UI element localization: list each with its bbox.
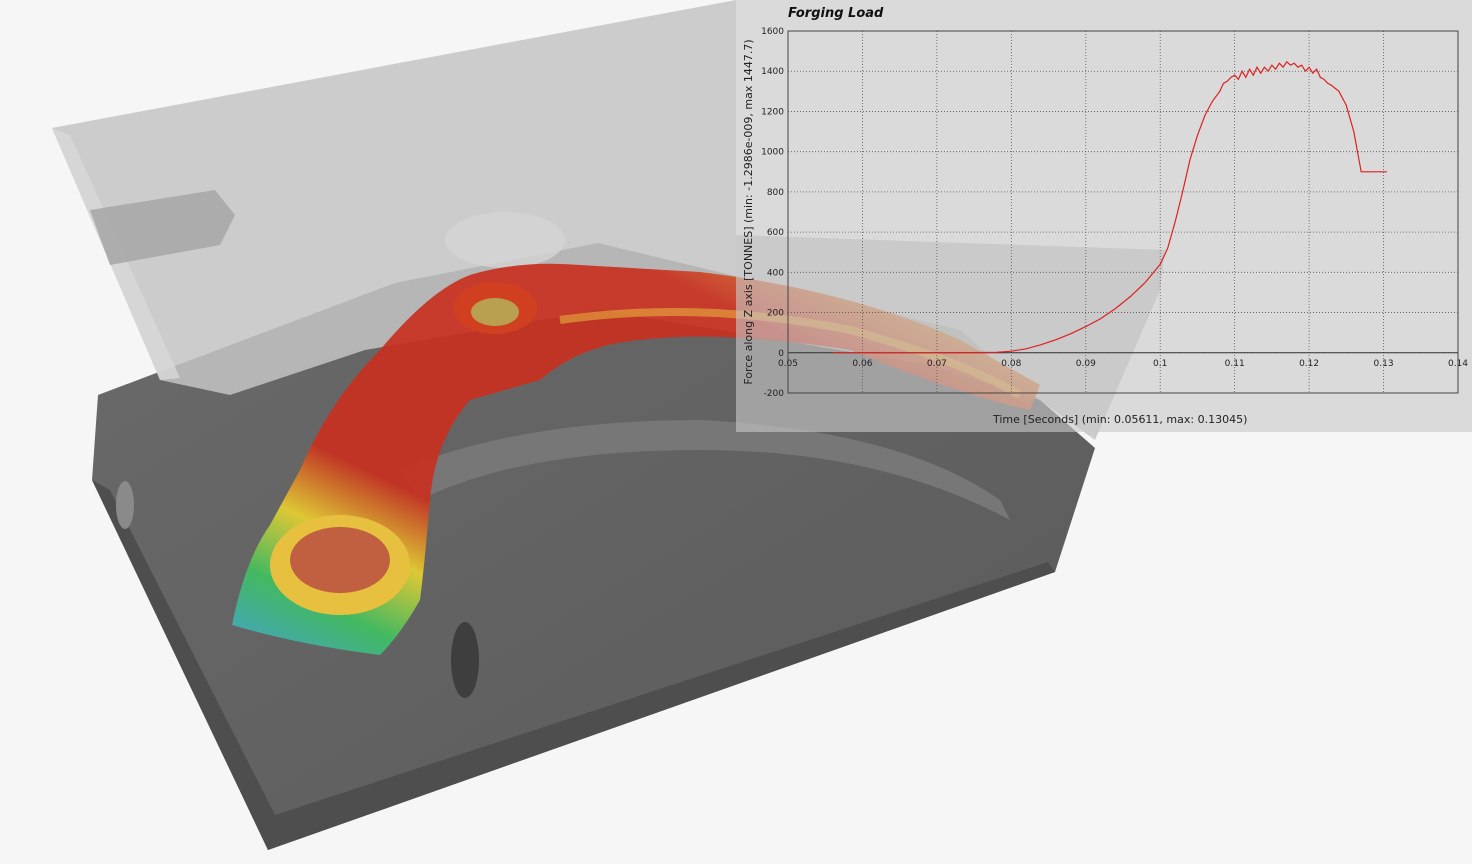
upper-die-pin xyxy=(90,190,235,265)
series-line-forging-load xyxy=(833,60,1387,354)
plot-frame xyxy=(787,30,1459,394)
y-tick-label: 200 xyxy=(767,309,784,319)
y-tick-label: 600 xyxy=(767,228,784,238)
y-tick-label: -200 xyxy=(764,389,785,399)
forging-load-chart-panel[interactable]: Forging Load 0.05 0.06 0.07 0.08 0.09 0.1 0.11… xyxy=(736,0,1472,432)
x-tick-label: 0.06 xyxy=(852,359,872,369)
x-tick-label: 0.08 xyxy=(1001,359,1021,369)
y-tick-label: 1000 xyxy=(761,148,784,158)
y-tick-label: 1400 xyxy=(761,67,784,77)
x-tick-label: 0.11 xyxy=(1225,359,1245,369)
forged-part xyxy=(232,263,1040,655)
x-tick-label: 0.13 xyxy=(1374,359,1394,369)
chart-title: Forging Load xyxy=(788,6,884,21)
lower-die-bolt-hole-right xyxy=(451,622,479,698)
x-axis-label: Time [Seconds] (min: 0.05611, max: 0.130… xyxy=(992,413,1247,426)
x-tick-label: 0.14 xyxy=(1448,359,1468,369)
y-axis-label: Force along Z axis [TONNES] (min: -1.298… xyxy=(742,39,755,384)
y-tick-label: 1600 xyxy=(761,27,784,37)
x-tick-label: 0.12 xyxy=(1299,359,1319,369)
y-tick-label: 800 xyxy=(767,188,784,198)
x-tick-label: 0.07 xyxy=(927,359,947,369)
x-tick-label: 0.05 xyxy=(778,359,798,369)
forging-load-chart[interactable]: Forging Load 0.05 0.06 0.07 0.08 0.09 0.1 0.11… xyxy=(736,0,1472,432)
x-tick-label: 0.09 xyxy=(1076,359,1096,369)
y-tick-label: 0 xyxy=(778,349,784,359)
upper-die-boss xyxy=(445,212,565,268)
lower-die-cavity-shadow xyxy=(400,420,1010,520)
x-tick-label: 0.1 xyxy=(1153,359,1167,369)
y-tick-label: 1200 xyxy=(761,107,784,117)
y-tick-label: 400 xyxy=(767,268,784,278)
part-lower-boss-inner xyxy=(290,527,390,593)
part-upper-boss-inner xyxy=(471,298,519,326)
lower-die-bolt-hole xyxy=(116,481,134,529)
